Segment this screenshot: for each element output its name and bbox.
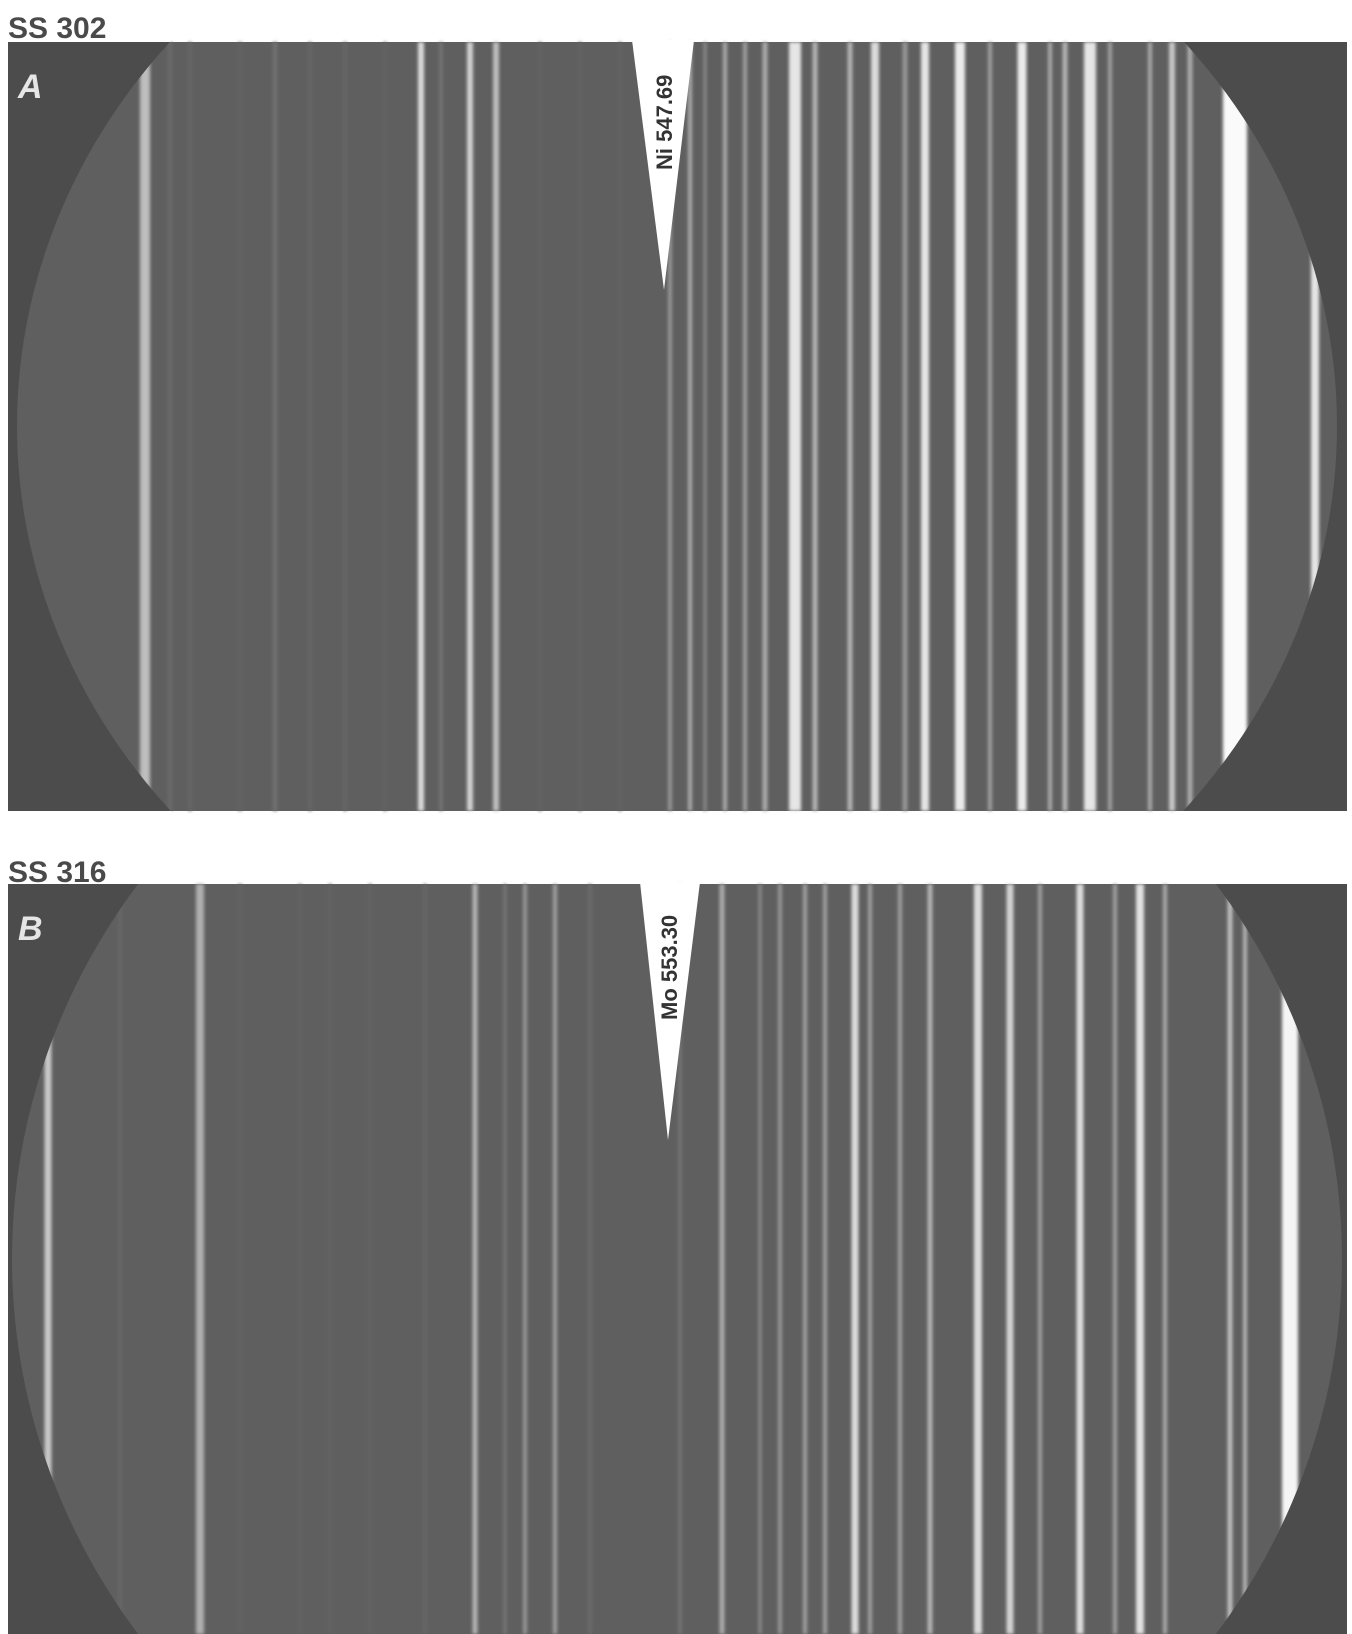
spectral-line <box>1017 42 1027 811</box>
spectral-line <box>847 42 853 811</box>
spectral-line <box>1311 42 1319 811</box>
spectral-line <box>308 42 312 811</box>
line-marker: Mo 553.30 <box>657 915 682 1020</box>
spectral-line <box>168 42 172 811</box>
spectral-line <box>503 884 507 1634</box>
spectral-line <box>44 884 52 1634</box>
spectral-line <box>955 42 965 811</box>
spectral-line <box>238 42 242 811</box>
spectral-line <box>578 42 582 811</box>
spectral-line <box>423 884 427 1634</box>
spectral-line <box>723 42 727 811</box>
spectral-line <box>1282 884 1298 1634</box>
spectral-lines <box>140 42 1319 811</box>
spectral-line <box>298 884 302 1634</box>
spectral-line <box>789 42 801 811</box>
spectral-line <box>523 884 527 1634</box>
spectral-line <box>238 884 242 1634</box>
spectral-line <box>140 42 150 811</box>
spectral-line <box>328 884 332 1634</box>
spectral-line <box>719 884 725 1634</box>
spectral-line <box>1108 42 1112 811</box>
spectral-line <box>743 42 747 811</box>
spectral-line <box>974 884 982 1634</box>
spectral-line <box>921 42 929 811</box>
spectral-line <box>851 884 859 1634</box>
spectral-line <box>1169 42 1175 811</box>
spectral-line <box>902 42 908 811</box>
spectral-line <box>118 884 122 1634</box>
spectral-line <box>1006 884 1014 1634</box>
spectral-line <box>927 884 933 1634</box>
spectral-line <box>823 884 827 1634</box>
panel-heading: SS 316 <box>8 856 106 889</box>
spectral-line <box>703 42 707 811</box>
spectral-line <box>472 884 478 1634</box>
panel-heading: SS 302 <box>8 12 106 45</box>
spectral-line <box>868 884 872 1634</box>
notch <box>632 40 694 290</box>
spectral-line <box>762 42 768 811</box>
spectral-line <box>1227 884 1233 1634</box>
spectral-line <box>1136 884 1144 1634</box>
line-marker: Ni 547.69 <box>652 75 677 170</box>
spectral-line <box>812 42 818 811</box>
spectral-lines <box>44 884 1298 1634</box>
spectral-line <box>1062 42 1068 811</box>
spectral-line <box>758 884 762 1634</box>
spectral-line <box>493 42 499 811</box>
notch <box>640 882 700 1140</box>
spectral-line <box>688 42 692 811</box>
spectral-line <box>618 42 622 811</box>
spectral-line <box>988 42 992 811</box>
spectral-line <box>871 42 879 811</box>
spectral-line <box>1038 884 1042 1634</box>
spectral-line <box>368 884 372 1634</box>
spectral-line <box>1084 42 1096 811</box>
spectral-line <box>553 884 557 1634</box>
spectral-line <box>1187 42 1193 811</box>
spectral-line <box>1113 884 1117 1634</box>
spectral-line <box>439 42 443 811</box>
spectral-line <box>188 42 192 811</box>
spectral-line <box>418 42 424 811</box>
spectral-line <box>196 884 204 1634</box>
spectral-line <box>343 42 347 811</box>
spectral-line <box>1148 42 1152 811</box>
spectral-line <box>1048 42 1052 811</box>
spectral-line <box>1163 884 1167 1634</box>
spectral-line <box>467 42 473 811</box>
spectral-line <box>668 42 672 811</box>
spectral-line <box>588 884 592 1634</box>
spectral-line <box>383 42 387 811</box>
spectral-line <box>1243 884 1247 1634</box>
spectral-line <box>538 42 542 811</box>
spectral-line <box>1076 884 1084 1634</box>
spectral-line <box>1223 42 1247 811</box>
spectral-line <box>898 884 902 1634</box>
spectral-line <box>678 884 682 1634</box>
spectral-line <box>778 884 782 1634</box>
spectral-line <box>803 884 807 1634</box>
panel-letter: A <box>17 68 43 106</box>
spectral-line <box>273 42 277 811</box>
panel-letter: B <box>18 910 43 948</box>
